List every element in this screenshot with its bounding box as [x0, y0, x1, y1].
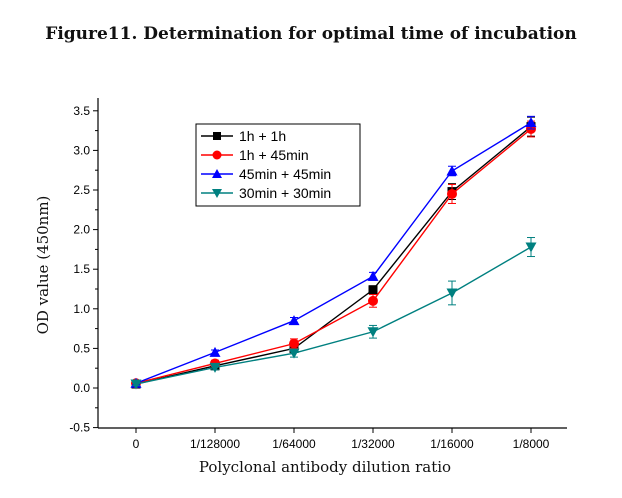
y-tick-label: 0.5	[73, 341, 90, 355]
data-point	[212, 169, 222, 178]
legend-label: 30min + 30min	[239, 185, 331, 201]
legend-label: 45min + 45min	[239, 166, 331, 182]
chart-title: Figure11. Determination for optimal time…	[45, 24, 577, 44]
data-point	[446, 288, 458, 299]
data-point	[213, 132, 221, 140]
data-point	[368, 285, 378, 295]
data-point	[289, 338, 299, 349]
y-tick-label: 3.5	[73, 104, 90, 118]
x-tick-label: 1/8000	[513, 437, 550, 451]
data-point	[368, 295, 378, 306]
x-tick-label: 1/128000	[190, 437, 240, 451]
series-layer	[130, 115, 537, 390]
y-tick-label: 3.0	[73, 143, 90, 157]
x-tick-label: 1/16000	[430, 437, 474, 451]
y-tick-label: 2.5	[73, 183, 90, 197]
data-point	[212, 189, 222, 198]
x-tick-label: 1/32000	[351, 437, 395, 451]
data-point	[130, 379, 142, 390]
legend-label: 1h + 1h	[239, 128, 286, 144]
y-tick-label: 1.0	[73, 302, 90, 316]
y-tick-label: 2.0	[73, 223, 90, 237]
y-tick-label: 0.0	[73, 381, 90, 395]
y-tick-label: 1.5	[73, 262, 90, 276]
series-line	[135, 126, 532, 385]
series-line	[135, 122, 532, 384]
axes: -0.5 0.0 0.5 1.0 1.5 2.0 2.5 3.0 3.5 0 1/128000 1/6…	[69, 98, 567, 451]
series-4	[130, 237, 537, 390]
series-line	[135, 246, 532, 385]
data-point	[212, 150, 222, 160]
data-point	[367, 327, 379, 338]
data-point	[446, 165, 458, 176]
series-line	[135, 128, 532, 384]
data-point	[447, 188, 457, 199]
y-axis-title: OD value (450nm)	[34, 196, 52, 335]
data-point	[209, 362, 221, 373]
data-point	[288, 348, 300, 359]
x-tick-label: 0	[133, 437, 140, 451]
legend-label: 1h + 45min	[239, 147, 309, 163]
data-point	[209, 346, 221, 357]
data-point	[525, 242, 537, 253]
y-tick-label: -0.5	[69, 421, 90, 435]
x-tick-label: 1/64000	[272, 437, 316, 451]
data-point	[525, 117, 537, 128]
data-point	[288, 315, 300, 326]
x-axis-title: Polyclonal antibody dilution ratio	[199, 458, 451, 476]
legend: 1h + 1h 1h + 45min 45min + 45min 30min + 30…	[195, 123, 361, 207]
data-point	[367, 270, 379, 281]
